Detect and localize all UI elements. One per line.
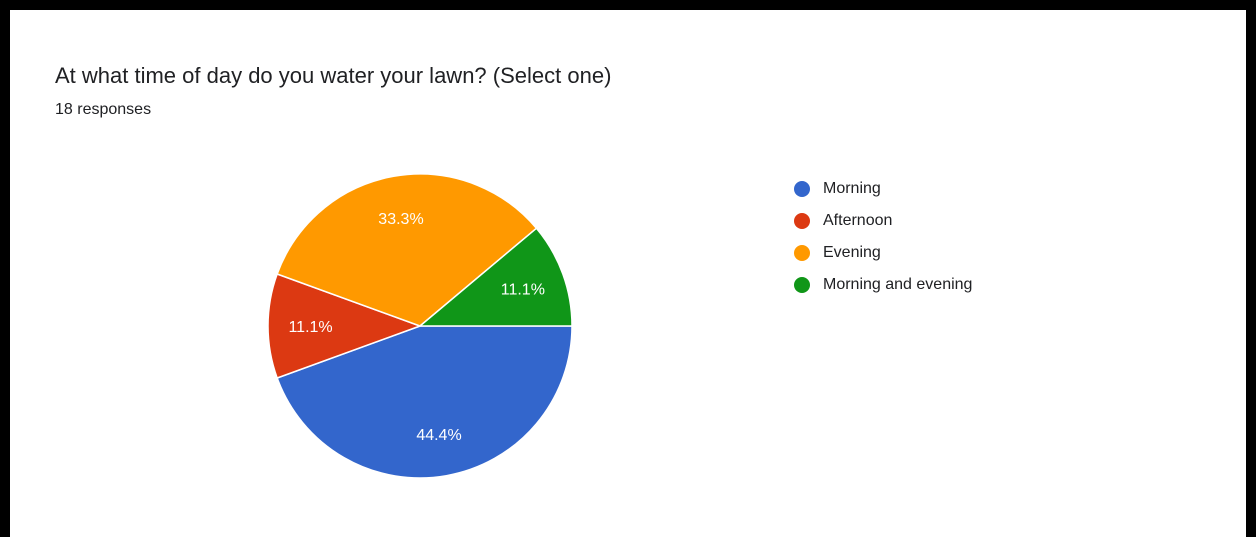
- legend-label-morning-and-evening: Morning and evening: [823, 276, 973, 293]
- question-title: At what time of day do you water your la…: [55, 63, 612, 88]
- legend-item-evening[interactable]: Evening: [794, 237, 972, 269]
- legend-item-morning[interactable]: Morning: [794, 173, 972, 205]
- legend-dot-evening: [794, 245, 810, 261]
- legend-dot-morning-and-evening: [794, 277, 810, 293]
- legend-label-evening: Evening: [823, 244, 881, 261]
- pie-label-morning: 44.4%: [416, 427, 461, 444]
- pie-slice-evening[interactable]: [276, 173, 538, 327]
- legend-dot-morning: [794, 181, 810, 197]
- pie-chart: 44.4% 11.1% 33.3% 11.1%: [267, 173, 573, 479]
- legend-label-afternoon: Afternoon: [823, 212, 893, 229]
- legend-item-morning-and-evening[interactable]: Morning and evening: [794, 269, 972, 301]
- response-count: 18 responses: [55, 101, 152, 118]
- pie-label-evening: 33.3%: [378, 211, 423, 228]
- chart-legend: Morning Afternoon Evening Morning and ev…: [794, 173, 972, 301]
- pie-label-afternoon: 11.1%: [288, 319, 332, 336]
- legend-dot-afternoon: [794, 213, 810, 229]
- legend-label-morning: Morning: [823, 180, 881, 197]
- pie-slice-afternoon[interactable]: [267, 273, 423, 379]
- pie-slice-morning-and-evening[interactable]: [417, 227, 573, 327]
- pie-slice-morning[interactable]: [276, 325, 573, 479]
- legend-item-afternoon[interactable]: Afternoon: [794, 205, 972, 237]
- chart-card: At what time of day do you water your la…: [10, 10, 1246, 537]
- pie-label-morning-and-evening: 11.1%: [501, 282, 545, 299]
